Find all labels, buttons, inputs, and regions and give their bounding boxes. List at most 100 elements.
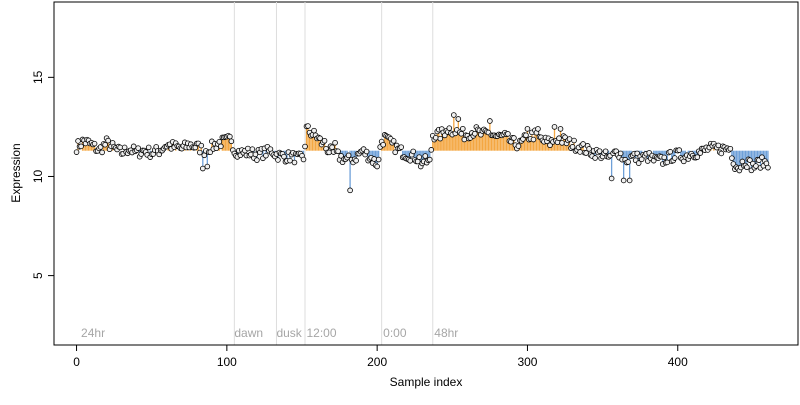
data-point xyxy=(347,187,353,194)
data-point xyxy=(437,135,444,142)
data-point xyxy=(635,160,642,166)
data-point xyxy=(305,123,311,129)
data-point xyxy=(204,163,211,170)
data-point xyxy=(661,154,668,161)
data-point xyxy=(135,145,141,151)
data-point xyxy=(451,112,457,118)
data-point xyxy=(559,140,565,146)
data-point xyxy=(557,126,564,132)
y-tick-label: 5 xyxy=(31,272,45,279)
data-point xyxy=(227,133,233,140)
data-point xyxy=(317,135,323,142)
stems-layer xyxy=(77,115,769,191)
data-point xyxy=(291,159,298,166)
data-point xyxy=(332,139,338,146)
data-point xyxy=(335,148,341,155)
data-point xyxy=(245,145,251,152)
annotations-layer: 24hr dawn dusk 12:00 0:00 48hr xyxy=(81,326,458,340)
y-tick-label: 10 xyxy=(31,169,45,183)
data-point xyxy=(99,149,105,156)
data-point xyxy=(371,156,377,162)
data-point xyxy=(505,131,511,137)
data-point xyxy=(216,138,223,145)
x-axis-label: Sample index xyxy=(390,375,463,389)
data-point xyxy=(263,152,269,159)
x-tick-label: 200 xyxy=(367,355,387,369)
data-point xyxy=(671,155,678,161)
data-point xyxy=(392,149,398,156)
data-point xyxy=(547,142,553,149)
data-point xyxy=(428,147,435,153)
data-point xyxy=(727,145,734,152)
data-point xyxy=(91,140,98,147)
data-point xyxy=(596,148,603,154)
data-point xyxy=(524,126,531,132)
data-point xyxy=(571,137,577,144)
x-tick-label: 100 xyxy=(217,355,237,369)
data-point xyxy=(363,148,370,155)
data-point xyxy=(765,164,771,171)
data-point xyxy=(252,151,259,158)
data-point xyxy=(511,135,517,141)
data-point xyxy=(345,152,352,159)
data-point xyxy=(551,124,558,130)
plot-frame xyxy=(53,1,799,346)
event-annotation: 12:00 xyxy=(307,326,337,340)
event-annotation: 48hr xyxy=(434,326,458,340)
data-point xyxy=(398,144,405,150)
event-annotation: 24hr xyxy=(81,326,105,340)
data-point xyxy=(583,150,589,156)
data-point xyxy=(515,143,522,149)
data-point xyxy=(287,157,293,164)
event-annotation: dawn xyxy=(234,326,263,340)
data-point xyxy=(446,125,453,131)
event-annotation: dusk xyxy=(276,326,302,340)
data-point xyxy=(729,155,735,161)
data-point xyxy=(374,163,380,170)
data-point xyxy=(602,148,609,155)
data-point xyxy=(715,142,722,149)
data-point xyxy=(535,126,541,132)
data-point xyxy=(198,142,205,149)
data-point xyxy=(249,146,256,152)
data-point xyxy=(300,156,307,163)
data-point xyxy=(586,146,592,152)
data-point xyxy=(625,159,631,165)
data-point xyxy=(380,141,386,148)
data-point xyxy=(254,157,260,163)
data-point xyxy=(523,132,529,139)
data-point xyxy=(105,137,111,144)
data-point xyxy=(329,144,335,151)
data-point xyxy=(228,138,235,145)
data-point xyxy=(487,118,493,124)
data-point xyxy=(569,144,576,150)
data-point xyxy=(458,130,465,137)
data-point xyxy=(375,156,382,163)
data-point xyxy=(592,155,598,161)
data-point xyxy=(422,153,429,159)
data-point xyxy=(472,130,478,137)
data-point xyxy=(626,177,633,184)
x-tick-label: 400 xyxy=(668,355,688,369)
data-point xyxy=(321,137,328,144)
x-tick-label: 0 xyxy=(73,355,80,369)
y-axis-label: Expression xyxy=(9,143,23,202)
data-point xyxy=(410,148,417,155)
data-point xyxy=(753,163,759,169)
data-point xyxy=(530,136,537,143)
data-point xyxy=(432,134,439,141)
data-point xyxy=(759,154,765,161)
data-point xyxy=(200,165,206,172)
data-point xyxy=(455,116,462,122)
data-point xyxy=(121,144,128,151)
data-point xyxy=(718,150,725,157)
data-point xyxy=(78,143,84,150)
data-point xyxy=(744,164,750,171)
data-point xyxy=(302,143,308,150)
data-point xyxy=(620,177,627,184)
data-point xyxy=(281,153,287,160)
vlines-layer xyxy=(233,2,434,345)
data-point xyxy=(311,127,317,134)
